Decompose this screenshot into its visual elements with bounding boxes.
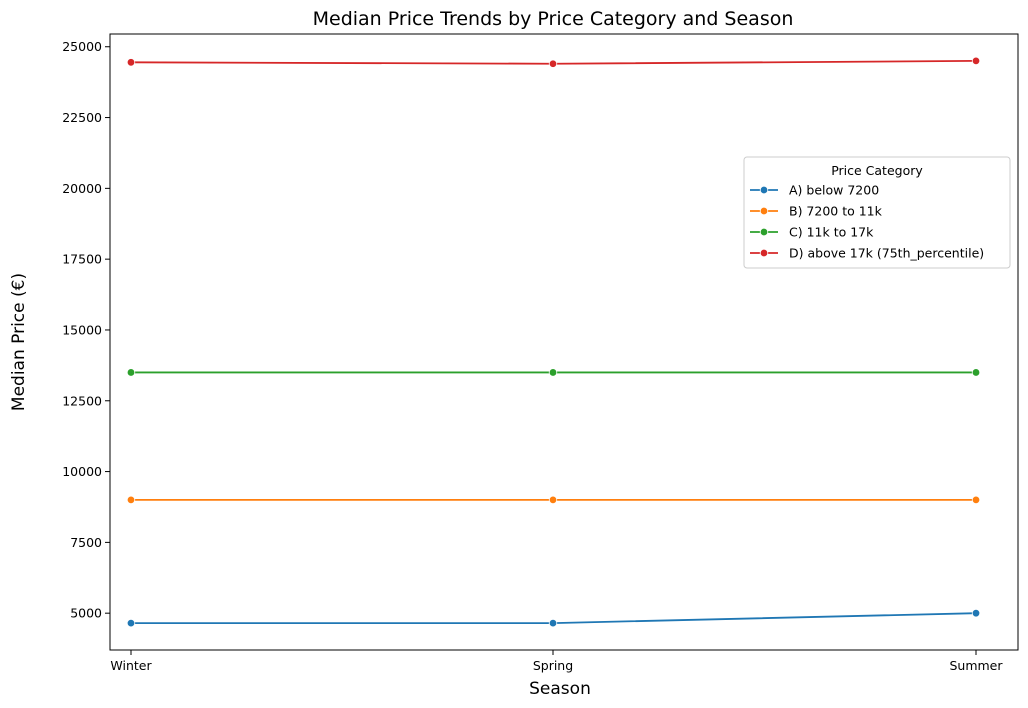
y-tick-label: 12500 <box>62 393 102 408</box>
data-point <box>548 495 558 505</box>
legend-title: Price Category <box>831 163 923 178</box>
data-point <box>126 618 136 628</box>
series-lines <box>126 56 981 628</box>
x-axis: Winter Spring Summer <box>110 650 1003 673</box>
legend-marker <box>759 185 769 195</box>
legend-frame <box>743 156 1011 269</box>
data-point <box>971 368 981 377</box>
legend-label: C) 11k to 17k <box>789 225 874 240</box>
data-point <box>126 368 136 377</box>
series-1 <box>126 608 981 628</box>
series-2 <box>126 495 981 505</box>
legend-marker <box>759 227 769 237</box>
legend-item: A) below 7200 <box>750 183 879 198</box>
legend-marker <box>759 248 769 258</box>
data-point <box>126 495 136 505</box>
legend-marker <box>759 206 769 216</box>
legend: Price Category A) below 7200 B) 7200 to 1… <box>743 156 1011 269</box>
legend-item: D) above 17k (75th_percentile) <box>750 246 984 261</box>
y-axis-title: Median Price (€) <box>9 273 29 411</box>
data-point <box>548 368 558 377</box>
y-tick-label: 10000 <box>62 464 102 479</box>
legend-label: B) 7200 to 11k <box>789 204 883 219</box>
data-point <box>548 59 558 68</box>
y-tick-label: 15000 <box>62 322 102 337</box>
data-point <box>971 495 981 505</box>
legend-item: B) 7200 to 11k <box>750 204 883 219</box>
data-point <box>971 608 981 618</box>
y-axis: 5000 7500 10000 12500 15000 17500 20000 22500 25… <box>62 39 110 621</box>
series-4 <box>126 56 981 68</box>
data-point <box>126 58 136 67</box>
plot-area <box>109 33 1019 651</box>
legend-label: A) below 7200 <box>789 183 879 198</box>
y-tick-label: 5000 <box>70 606 102 621</box>
x-tick-label: Summer <box>949 658 1003 673</box>
series-3 <box>126 368 981 377</box>
y-tick-label: 17500 <box>62 252 102 267</box>
data-point <box>971 56 981 66</box>
y-tick-label: 25000 <box>62 39 102 54</box>
x-axis-title: Season <box>529 679 591 699</box>
data-point <box>548 618 558 628</box>
legend-item: C) 11k to 17k <box>750 225 874 240</box>
y-tick-label: 20000 <box>62 181 102 196</box>
x-tick-label: Spring <box>533 658 573 673</box>
legend-label: D) above 17k (75th_percentile) <box>789 246 984 261</box>
y-tick-label: 22500 <box>62 110 102 125</box>
chart-title: Median Price Trends by Price Category an… <box>313 8 794 30</box>
x-tick-label: Winter <box>110 658 152 673</box>
y-tick-label: 7500 <box>70 535 102 550</box>
